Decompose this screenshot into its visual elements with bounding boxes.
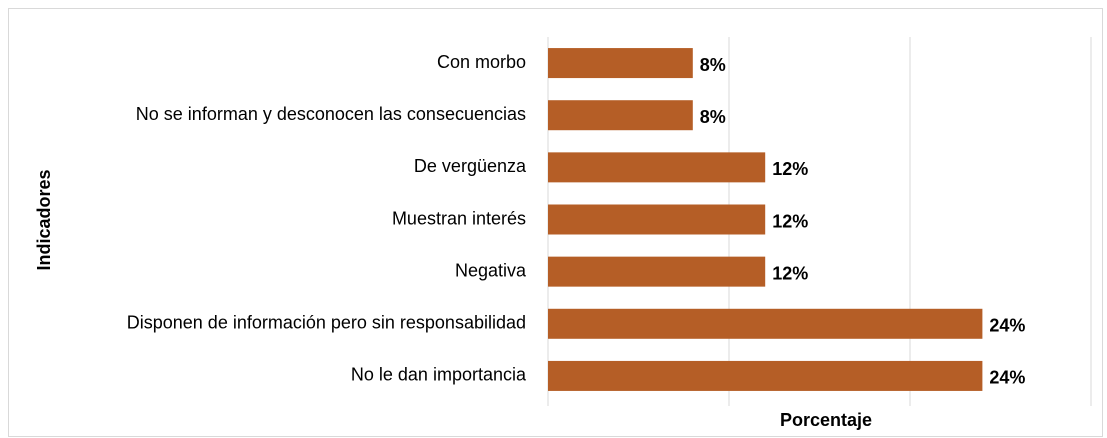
bar (548, 308, 983, 339)
y-tick-label: Con morbo (437, 52, 526, 72)
y-axis-label: Indicadores (34, 169, 54, 270)
data-label: 12% (772, 159, 808, 179)
data-label: 8% (700, 55, 726, 75)
y-tick-label: De vergüenza (414, 156, 527, 176)
bar (548, 256, 766, 287)
y-tick-label: Disponen de información pero sin respons… (127, 313, 526, 333)
y-tick-label: Muestran interés (392, 208, 526, 228)
y-tick-label: No le dan importancia (351, 365, 527, 385)
data-label: 24% (989, 316, 1025, 336)
bar (548, 100, 693, 131)
bar (548, 48, 693, 79)
data-label: 12% (772, 263, 808, 283)
y-tick-label: Negativa (455, 260, 527, 280)
data-label: 24% (989, 368, 1025, 388)
data-label: 8% (700, 107, 726, 127)
bar (548, 204, 766, 235)
x-axis-label: Porcentaje (780, 410, 872, 430)
data-label: 12% (772, 211, 808, 231)
y-tick-label: No se informan y desconocen las consecue… (136, 104, 526, 124)
bar (548, 152, 766, 183)
bar (548, 360, 983, 391)
